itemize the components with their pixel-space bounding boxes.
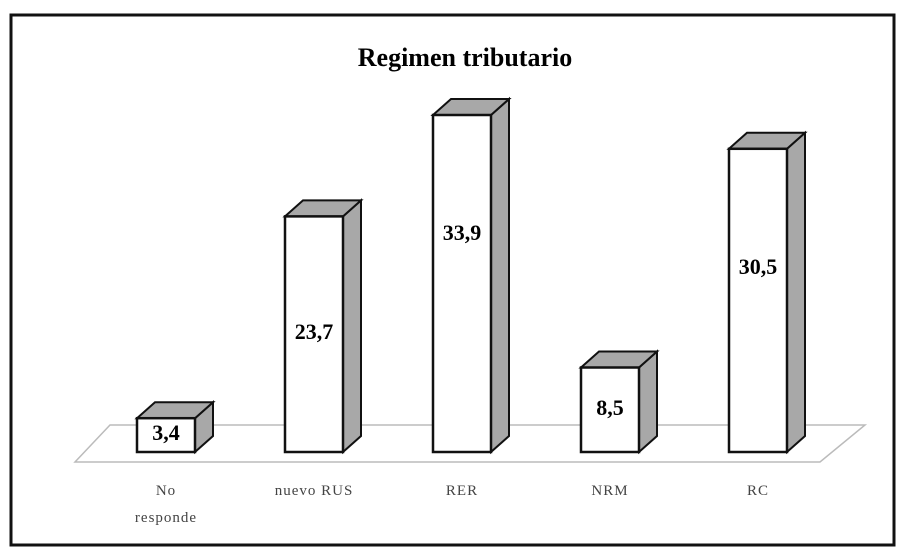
bar xyxy=(579,366,641,454)
x-tick-label: nuevo RUS xyxy=(274,483,354,499)
bar-side xyxy=(638,349,658,455)
bar xyxy=(283,215,345,454)
x-tick-label: No responde xyxy=(134,483,198,526)
value-label: 23,7 xyxy=(295,319,334,344)
value-label: 3,4 xyxy=(152,420,180,445)
bar xyxy=(431,113,493,454)
chart-title: Regimen tributario xyxy=(358,43,572,72)
value-label: 33,9 xyxy=(443,220,482,245)
x-tick-label: RER xyxy=(445,483,479,499)
bar-side xyxy=(786,130,806,455)
bar xyxy=(135,416,197,454)
x-tick-label: RC xyxy=(746,483,769,499)
value-label: 30,5 xyxy=(739,254,778,279)
value-label: 8,5 xyxy=(596,395,624,420)
bar-side xyxy=(342,198,362,455)
bar-side xyxy=(490,96,510,455)
bar xyxy=(727,147,789,454)
x-tick-label: NRM xyxy=(591,483,629,499)
